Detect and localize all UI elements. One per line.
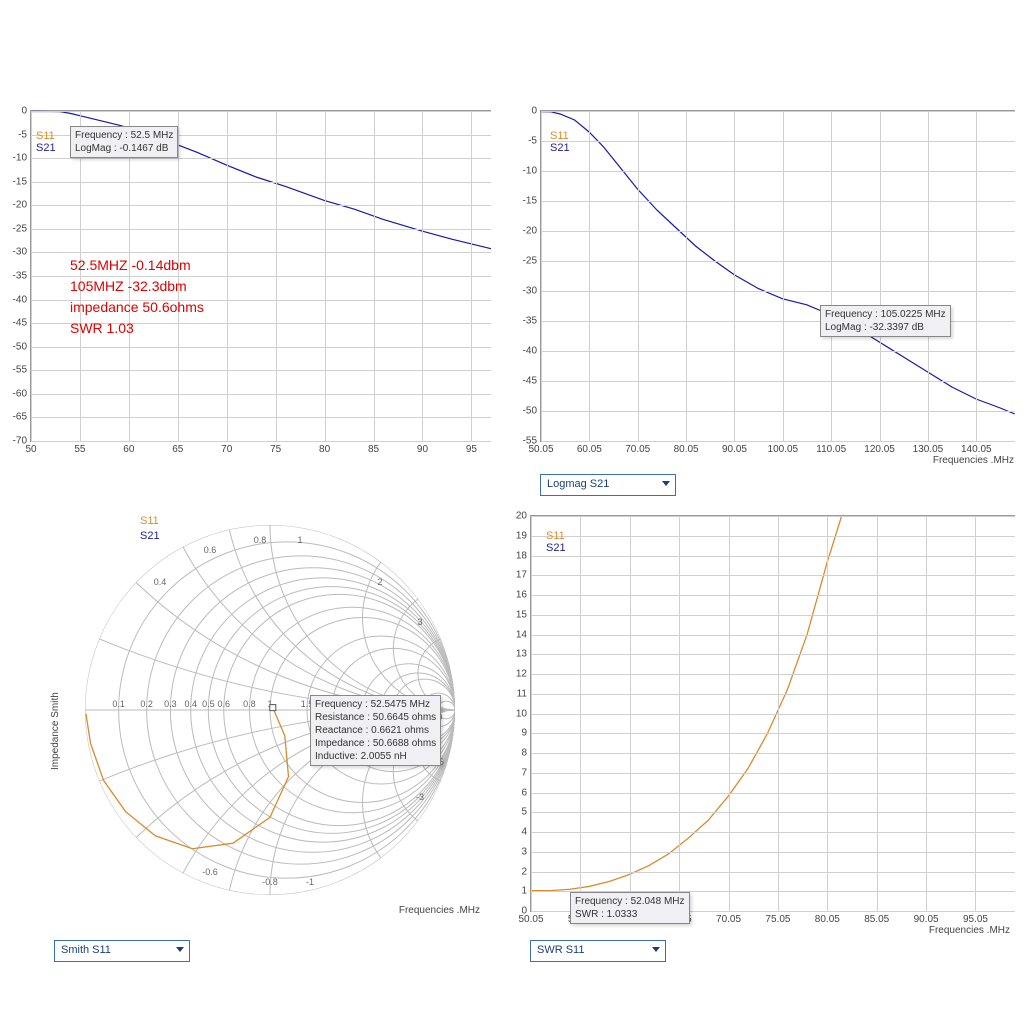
svg-text:-0.8: -0.8	[262, 877, 278, 887]
yaxis-title-bl: Impedance Smith	[50, 692, 61, 770]
legend-s11: S11	[36, 130, 56, 142]
svg-text:0.3: 0.3	[164, 699, 177, 709]
legend-bl2: S21	[140, 530, 160, 542]
legend-tr: S11 S21	[550, 130, 570, 154]
svg-text:0.4: 0.4	[154, 577, 167, 587]
dropdown-logmag-s21[interactable]: Logmag S21	[540, 474, 676, 496]
legend-s11: S11	[546, 530, 566, 542]
svg-text:0.6: 0.6	[204, 545, 217, 555]
svg-text:-1: -1	[306, 877, 314, 887]
legend-s21: S21	[140, 530, 160, 542]
svg-text:3: 3	[417, 617, 422, 627]
panel-tr: 0-5-10-15-20-25-30-35-40-45-50-5550.0560…	[510, 100, 1024, 500]
svg-text:0.8: 0.8	[254, 535, 267, 545]
marker-br: Frequency : 52.048 MHzSWR : 1.0333	[570, 892, 690, 924]
legend-tl: S11 S21	[36, 130, 56, 154]
marker-tl: Frequency : 52.5 MHzLogMag : -0.1467 dB	[70, 126, 178, 158]
svg-text:1: 1	[297, 535, 302, 545]
legend-bl: S11	[140, 515, 165, 527]
marker-bl: Frequency : 52.5475 MHzResistance : 50.6…	[310, 695, 441, 766]
svg-text:0.8: 0.8	[243, 699, 256, 709]
xaxis-title-tr: Frequencies .MHz	[933, 455, 1014, 466]
chart-tr: 0-5-10-15-20-25-30-35-40-45-50-5550.0560…	[540, 110, 1015, 442]
svg-text:2: 2	[377, 577, 382, 587]
svg-text:0.1: 0.1	[112, 699, 125, 709]
legend-s21: S21	[550, 142, 570, 154]
legend-s11: S11	[140, 515, 159, 527]
svg-text:-0.6: -0.6	[202, 867, 218, 877]
legend-s21: S21	[546, 542, 566, 554]
chart-br: 0123456789101112131415161718192050.0555.…	[530, 515, 1015, 912]
dropdown-swr-s11[interactable]: SWR S11	[530, 940, 666, 962]
red-annotation: 52.5MHZ -0.14dbm105MHZ -32.3dbmimpedance…	[70, 255, 204, 339]
curve-tr	[541, 111, 1015, 441]
panel-br: 0123456789101112131415161718192050.0555.…	[500, 505, 1024, 965]
panel-tl: 0-5-10-15-20-25-30-35-40-45-50-55-60-65-…	[0, 100, 500, 480]
marker-tr: Frequency : 105.0225 MHzLogMag : -32.339…	[820, 305, 951, 337]
svg-text:0.6: 0.6	[217, 699, 230, 709]
svg-text:0.4: 0.4	[184, 699, 197, 709]
legend-br: S11 S21	[546, 530, 566, 554]
legend-s11: S11	[550, 130, 570, 142]
dropdown-smith-s11[interactable]: Smith S11	[54, 940, 190, 962]
legend-s21: S21	[36, 142, 56, 154]
svg-text:-3: -3	[416, 792, 424, 802]
xaxis-title-br: Frequencies .MHz	[929, 925, 1010, 936]
panel-bl: 0.10.20.30.40.50.60.811.5234510200.60.81…	[10, 500, 510, 970]
xaxis-title-bl: Frequencies .MHz	[399, 905, 480, 916]
svg-text:0.2: 0.2	[140, 699, 153, 709]
svg-text:0.5: 0.5	[202, 699, 215, 709]
